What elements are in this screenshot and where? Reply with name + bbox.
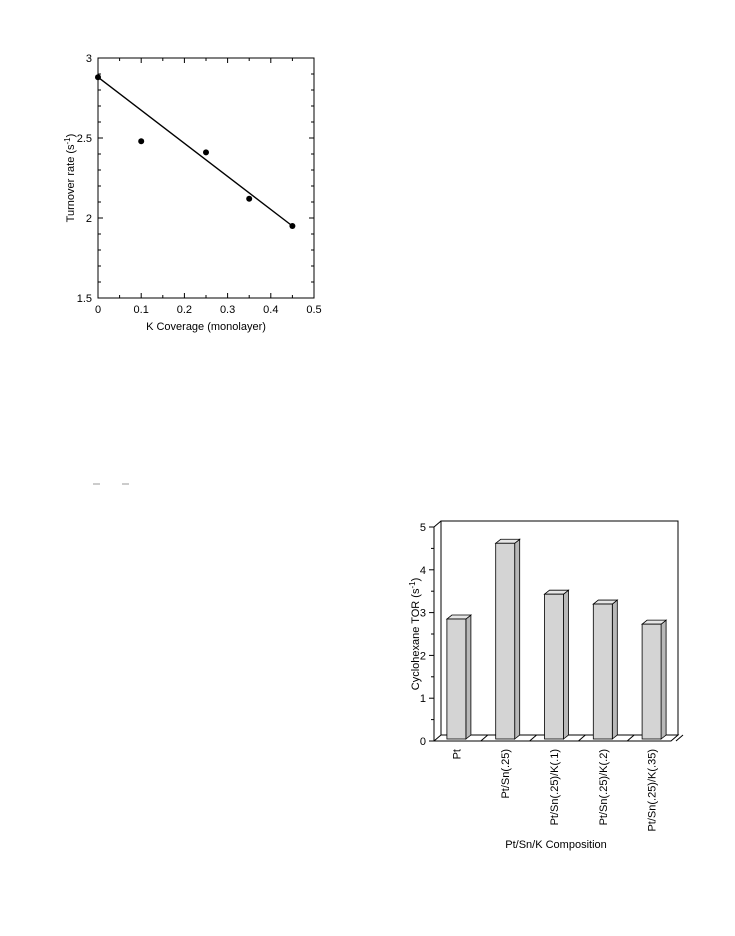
x-axis-title: Pt/Sn/K Composition bbox=[505, 839, 607, 851]
floor-divider bbox=[529, 734, 537, 742]
y-tick-marks bbox=[429, 526, 684, 742]
fit-line bbox=[97, 76, 293, 227]
y-axis-title-main: Turnover rate (s bbox=[65, 144, 77, 222]
bar bbox=[495, 542, 516, 740]
bar bbox=[544, 593, 564, 740]
data-point bbox=[95, 74, 101, 81]
category-labels: Pt Pt/Sn(.25) Pt/Sn(.25)/K(.1) Pt/Sn(.25)/K… bbox=[451, 749, 658, 832]
cyclohexane-bar-chart: 0 1 2 3 4 5 Pt Pt/Sn(.25) Pt/Sn(.25)/K(.1) Pt/Sn… bbox=[408, 520, 684, 851]
bar-side bbox=[465, 614, 472, 740]
x-tick-label: 0.2 bbox=[177, 304, 192, 316]
y-tick-label: 2.5 bbox=[77, 133, 92, 145]
category-label: Pt bbox=[451, 749, 463, 759]
floor-divider bbox=[578, 734, 586, 742]
y-tick-label: 3 bbox=[86, 53, 92, 65]
category-label: Pt/Sn(.25)/K(.35) bbox=[647, 749, 659, 832]
data-point bbox=[246, 195, 253, 202]
bar bbox=[592, 603, 613, 740]
bar-side bbox=[660, 619, 667, 740]
bar-side bbox=[563, 589, 569, 740]
y-axis-title: Turnover rate (s-1) bbox=[63, 134, 77, 223]
floor-divider bbox=[480, 734, 489, 742]
x-tick-labels: 0 0.1 0.2 0.3 0.4 0.5 bbox=[95, 304, 322, 316]
y-tick-label: 4 bbox=[420, 565, 426, 577]
x-axis-title: K Coverage (monolayer) bbox=[146, 321, 266, 333]
data-point bbox=[289, 223, 296, 229]
y-axis-title-sup: -1 bbox=[63, 137, 72, 145]
x-tick-label: 0.1 bbox=[134, 304, 149, 316]
category-label: Pt/Sn(.25)/K(.1) bbox=[549, 749, 561, 825]
category-label: Pt/Sn(.25)/K(.2) bbox=[598, 749, 610, 825]
y-axis-title-main: Cyclohexane TOR (s bbox=[410, 588, 422, 690]
category-label: Pt/Sn(.25) bbox=[500, 749, 512, 799]
y-axis-title: Cyclohexane TOR (s-1) bbox=[408, 578, 422, 691]
y-tick-label: 1.5 bbox=[77, 293, 92, 305]
plot-frame bbox=[97, 57, 315, 299]
bar-side bbox=[611, 599, 618, 740]
bar bbox=[641, 623, 662, 740]
x-tick-label: 0.4 bbox=[263, 304, 278, 316]
tick-marks bbox=[97, 57, 315, 299]
data-point bbox=[138, 138, 145, 145]
bar-side bbox=[514, 538, 521, 740]
x-tick-label: 0.5 bbox=[306, 304, 321, 316]
y-axis-title-sup: -1 bbox=[408, 581, 417, 589]
y-axis-title-end: ) bbox=[65, 134, 77, 138]
y-tick-label: 1 bbox=[420, 693, 426, 705]
y-tick-label: 0 bbox=[420, 736, 426, 748]
floor-divider bbox=[626, 734, 635, 742]
turnover-scatter-chart: 0 0.1 0.2 0.3 0.4 0.5 1.5 2 2.5 3 K Coverage (mo… bbox=[63, 53, 322, 333]
data-point bbox=[203, 149, 209, 156]
y-tick-label: 3 bbox=[420, 608, 426, 620]
floor-divider bbox=[675, 734, 684, 742]
bar bbox=[446, 618, 467, 740]
y-axis-title-end: ) bbox=[410, 578, 422, 582]
data-points bbox=[95, 74, 296, 229]
y-tick-label: 2 bbox=[420, 650, 426, 662]
x-tick-label: 0.3 bbox=[220, 304, 235, 316]
x-tick-label: 0 bbox=[95, 304, 101, 316]
y-tick-label: 5 bbox=[420, 522, 426, 534]
top-edge bbox=[433, 520, 442, 528]
y-tick-label: 2 bbox=[86, 213, 92, 225]
y-tick-labels: 1.5 2 2.5 3 bbox=[77, 53, 92, 305]
bars bbox=[445, 538, 668, 740]
y-tick-labels: 0 1 2 3 4 5 bbox=[420, 522, 426, 748]
